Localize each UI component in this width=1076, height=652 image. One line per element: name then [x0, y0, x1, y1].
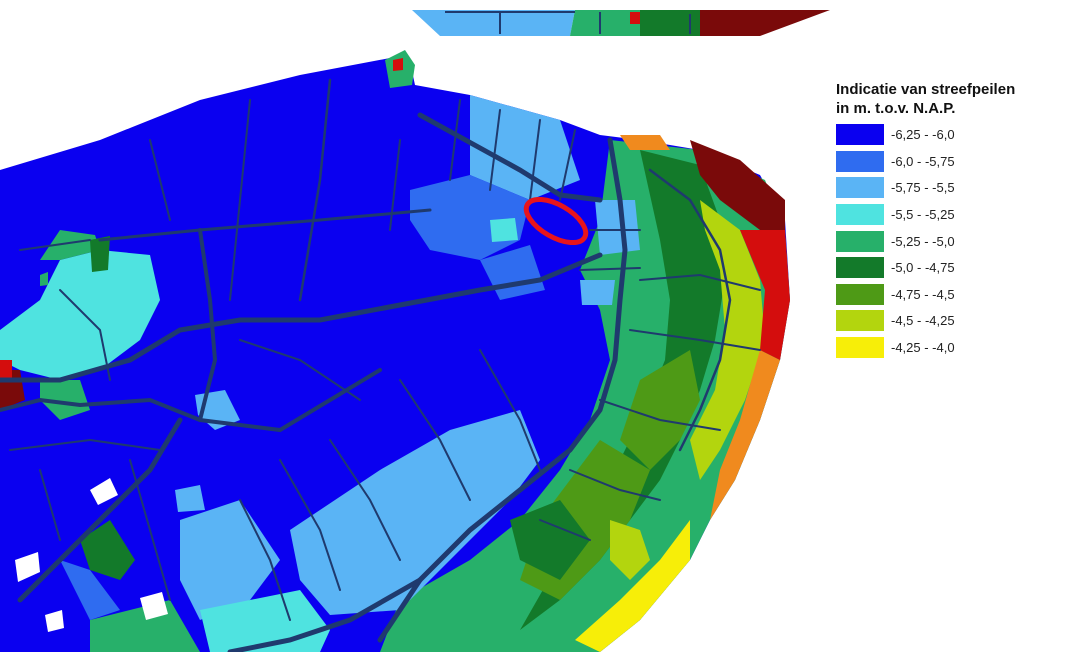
- void-blocks: [15, 478, 168, 632]
- legend-label: -5,25 - -5,0: [891, 233, 955, 249]
- legend-swatch: [836, 257, 884, 279]
- legend-swatch: [836, 337, 884, 359]
- legend-swatch: [836, 124, 884, 146]
- legend-title-line-2: in m. t.o.v. N.A.P.: [836, 100, 956, 117]
- legend-item: -6,25 - -6,0: [836, 124, 1072, 146]
- legend-item: -6,0 - -5,75: [836, 150, 1072, 173]
- legend-item: -5,5 - -5,25: [836, 204, 1072, 226]
- eastern-ring-zones: [380, 135, 790, 652]
- highlight-marker: [523, 196, 589, 246]
- legend-item: -5,25 - -5,0: [836, 230, 1072, 252]
- legend-label: -4,5 - -4,25: [891, 313, 955, 329]
- legend-swatch: [836, 230, 884, 252]
- legend-title-line-1: Indicatie van streefpeilen: [836, 81, 1016, 98]
- legend-item: -5,0 - -4,75: [836, 257, 1072, 279]
- legend-swatch: [836, 310, 884, 332]
- legend-swatch: [836, 204, 884, 226]
- legend-label: -6,0 - -5,75: [891, 153, 955, 169]
- legend-label: -4,25 - -4,0: [891, 340, 955, 356]
- legend-swatch: [836, 177, 884, 199]
- legend-items: -6,25 - -6,0 -6,0 - -5,75 -5,75 - -5,5 -…: [836, 124, 1072, 359]
- legend-label: -5,5 - -5,25: [891, 207, 955, 223]
- mid-level-patches: [60, 95, 640, 652]
- legend-item: -4,75 - -4,5: [836, 283, 1072, 306]
- legend-item: -5,75 - -5,5: [836, 177, 1072, 199]
- legend-label: -6,25 - -6,0: [891, 127, 955, 143]
- legend-swatch: [836, 283, 884, 305]
- legend-label: -4,75 - -4,5: [891, 286, 955, 302]
- northern-tip: [385, 50, 415, 88]
- legend-swatch: [836, 150, 884, 172]
- legend-item: -4,5 - -4,25: [836, 310, 1072, 332]
- legend-label: -5,0 - -4,75: [891, 260, 955, 276]
- legend-item: -4,25 - -4,0: [836, 337, 1072, 359]
- waterways: [0, 78, 761, 652]
- legend: Indicatie van streefpeilen in m. t.o.v. …: [836, 80, 1072, 363]
- top-strip-region: [412, 10, 830, 36]
- legend-label: -5,75 - -5,5: [891, 180, 955, 196]
